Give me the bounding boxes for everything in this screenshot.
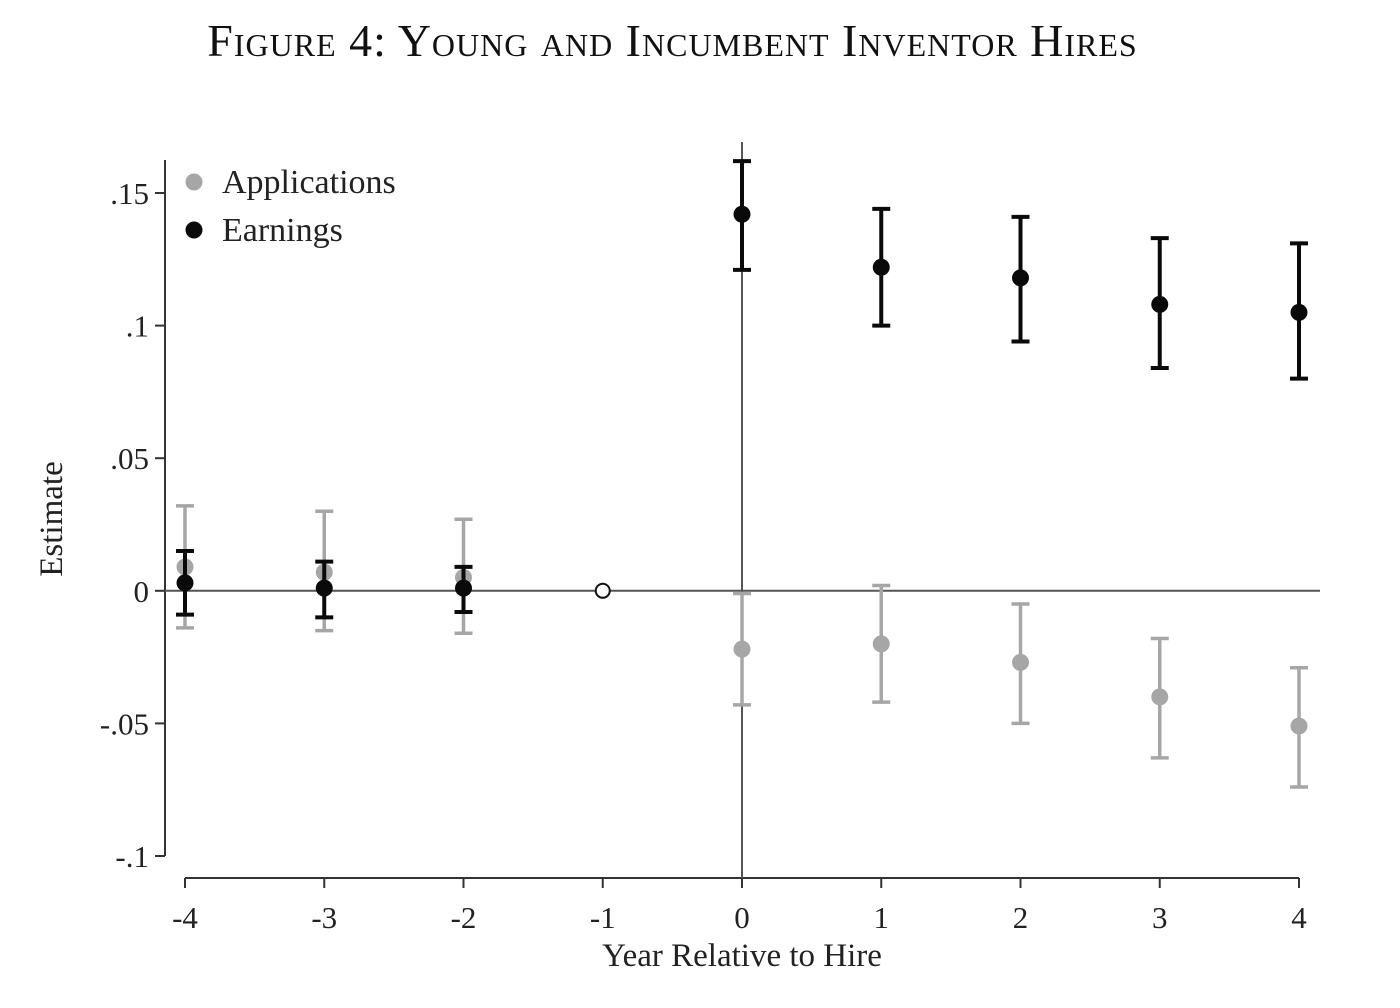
y-tick-label: .15: [110, 176, 149, 211]
applications-point-group: [1150, 636, 1169, 760]
earnings-series: [176, 159, 1308, 620]
x-tick-label: 0: [734, 900, 750, 935]
earnings-point-group: [872, 206, 891, 328]
x-tick-label: 3: [1152, 900, 1168, 935]
earnings-point: [733, 205, 751, 223]
y-tick-label: 0: [134, 574, 150, 609]
y-tick-label: .05: [110, 441, 149, 476]
earnings-point-group: [315, 559, 334, 620]
y-axis-title: Estimate: [34, 461, 70, 576]
y-tick-label: -.05: [100, 706, 149, 741]
axes: .15 .1 .05 0 -.05 -.1 -4 -3 -2 -1 0 1 2 3 4 Year Relati…: [34, 160, 1307, 974]
y-tick-label: -.1: [115, 839, 149, 874]
applications-point-group: [872, 583, 891, 704]
earnings-point: [1290, 303, 1308, 321]
applications-point-group: [1290, 665, 1308, 789]
x-tick-label: -2: [451, 900, 477, 935]
figure-title: Figure 4: Young and Incumbent Inventor H…: [207, 15, 1138, 66]
earnings-point: [872, 258, 890, 276]
omitted-year-marker: [594, 582, 611, 599]
earnings-point-group: [176, 549, 194, 617]
earnings-legend-marker: [185, 221, 203, 239]
x-tick-label: -4: [172, 900, 198, 935]
earnings-point: [315, 579, 333, 597]
earnings-point-group: [1290, 241, 1308, 381]
applications-point-group: [1011, 602, 1030, 726]
applications-legend-marker: [185, 173, 203, 191]
earnings-legend-label: Earnings: [222, 212, 343, 249]
x-tick-label: 4: [1291, 900, 1307, 935]
applications-legend-label: Applications: [222, 164, 396, 201]
earnings-point-group: [454, 564, 473, 615]
applications-point: [733, 640, 751, 658]
earnings-point-group: [733, 159, 751, 272]
x-axis-title: Year Relative to Hire: [602, 938, 882, 974]
applications-point: [1290, 717, 1308, 735]
earnings-point-group: [1011, 214, 1030, 344]
applications-point: [1012, 653, 1029, 671]
x-tick-label: 2: [1013, 900, 1029, 935]
x-tick-label: -1: [590, 900, 616, 935]
x-tick-label: -3: [311, 900, 337, 935]
earnings-point: [1151, 295, 1169, 313]
earnings-point: [1012, 269, 1029, 287]
applications-point-group: [733, 591, 751, 707]
earnings-point: [455, 579, 472, 597]
y-tick-label: .1: [126, 309, 149, 344]
applications-point: [1151, 688, 1169, 706]
legend: Applications Earnings: [185, 164, 396, 249]
x-tick-label: 1: [874, 900, 890, 935]
earnings-point: [176, 574, 194, 592]
applications-point: [872, 635, 890, 653]
earnings-point-group: [1150, 236, 1169, 371]
